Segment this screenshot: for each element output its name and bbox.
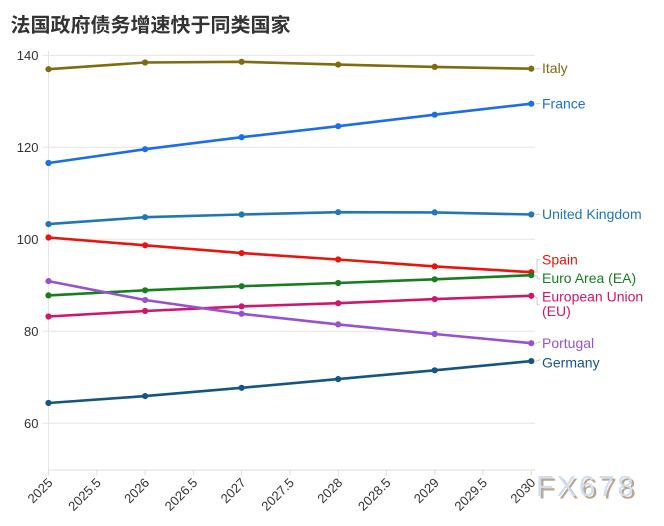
svg-text:FX678: FX678 [538, 473, 638, 505]
svg-text:140: 140 [17, 48, 39, 63]
svg-text:United Kingdom: United Kingdom [542, 206, 642, 222]
svg-text:European Union: European Union [542, 288, 643, 304]
svg-text:120: 120 [17, 140, 39, 155]
svg-text:(EU): (EU) [542, 303, 571, 319]
svg-text:France: France [542, 95, 586, 111]
svg-text:Spain: Spain [542, 252, 578, 268]
svg-text:Euro Area (EA): Euro Area (EA) [542, 270, 636, 286]
svg-text:Germany: Germany [542, 355, 600, 371]
svg-text:60: 60 [24, 416, 38, 431]
svg-text:80: 80 [24, 324, 38, 339]
svg-text:100: 100 [17, 232, 39, 247]
svg-text:FX678: FX678 [536, 471, 636, 503]
svg-text:Portugal: Portugal [542, 335, 594, 351]
svg-text:Italy: Italy [542, 60, 568, 76]
